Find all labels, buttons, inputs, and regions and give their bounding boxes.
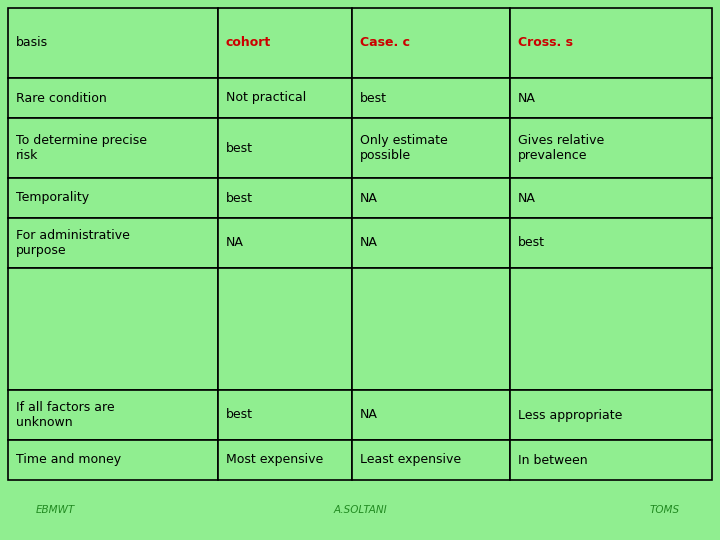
Text: cohort: cohort [226, 37, 271, 50]
Text: NA: NA [518, 192, 536, 205]
Bar [218, 440, 352, 480]
Text: best: best [226, 192, 253, 205]
Text: Only estimate
possible: Only estimate possible [360, 134, 448, 162]
Text: In between: In between [518, 454, 588, 467]
Text: Rare condition: Rare condition [16, 91, 107, 105]
Bar [218, 8, 352, 78]
Bar [8, 390, 218, 440]
Bar [8, 268, 218, 390]
Text: Less appropriate: Less appropriate [518, 408, 622, 422]
Text: If all factors are
unknown: If all factors are unknown [16, 401, 114, 429]
Bar [352, 268, 510, 390]
Bar [8, 178, 218, 218]
Bar [8, 118, 218, 178]
Bar [510, 78, 712, 118]
Text: Most expensive: Most expensive [226, 454, 323, 467]
Text: Gives relative
prevalence: Gives relative prevalence [518, 134, 604, 162]
Text: Case. c: Case. c [360, 37, 410, 50]
Text: Least expensive: Least expensive [360, 454, 461, 467]
Bar [352, 440, 510, 480]
Text: NA: NA [360, 408, 378, 422]
Bar [510, 218, 712, 268]
Bar [218, 218, 352, 268]
Text: NA: NA [226, 237, 244, 249]
Text: TOMS: TOMS [650, 505, 680, 515]
Text: For administrative
purpose: For administrative purpose [16, 229, 130, 257]
Text: best: best [360, 91, 387, 105]
Bar [8, 78, 218, 118]
Bar [510, 178, 712, 218]
Bar [8, 8, 218, 78]
Bar [8, 218, 218, 268]
Bar [352, 8, 510, 78]
Bar [218, 268, 352, 390]
Bar [352, 218, 510, 268]
Text: best: best [226, 141, 253, 154]
Text: Temporality: Temporality [16, 192, 89, 205]
Bar [218, 178, 352, 218]
Bar [352, 178, 510, 218]
Bar [352, 118, 510, 178]
Bar [510, 8, 712, 78]
Bar [218, 78, 352, 118]
Bar [510, 440, 712, 480]
Text: NA: NA [518, 91, 536, 105]
Text: basis: basis [16, 37, 48, 50]
Text: NA: NA [360, 192, 378, 205]
Bar [218, 118, 352, 178]
Bar [510, 118, 712, 178]
Bar [510, 390, 712, 440]
Text: best: best [518, 237, 545, 249]
Text: Cross. s: Cross. s [518, 37, 573, 50]
Text: Not practical: Not practical [226, 91, 306, 105]
Text: Time and money: Time and money [16, 454, 121, 467]
Text: best: best [226, 408, 253, 422]
Text: EBMWT: EBMWT [35, 505, 75, 515]
Bar [352, 78, 510, 118]
Text: A.SOLTANI: A.SOLTANI [333, 505, 387, 515]
Text: NA: NA [360, 237, 378, 249]
Bar [352, 390, 510, 440]
Bar [8, 440, 218, 480]
Bar [218, 390, 352, 440]
Text: To determine precise
risk: To determine precise risk [16, 134, 147, 162]
Bar [510, 268, 712, 390]
